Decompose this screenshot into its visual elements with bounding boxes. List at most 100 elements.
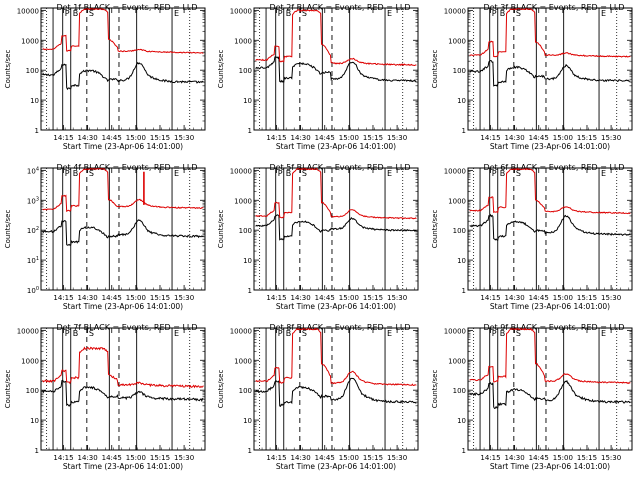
x-tick-label: 15:30 <box>174 294 194 302</box>
interval-letter: S <box>89 329 94 338</box>
plot-frame <box>253 167 419 291</box>
x-tick-label: 14:45 <box>315 134 335 142</box>
interval-letter: E <box>387 9 392 18</box>
lld-series-line <box>469 8 631 58</box>
lld-series-line <box>42 7 204 54</box>
y-tick-label: 100 <box>239 227 252 235</box>
x-tick-label: 14:45 <box>529 134 549 142</box>
x-tick-label: 15:30 <box>387 134 407 142</box>
interval-letter: B <box>286 169 292 178</box>
x-tick-label: 14:45 <box>315 454 335 462</box>
x-tick-label: 15:30 <box>387 294 407 302</box>
y-tick-label: 1 <box>248 447 252 455</box>
y-tick-label: 101 <box>27 256 39 265</box>
x-tick-label: 15:30 <box>601 134 621 142</box>
events-series-line <box>469 59 631 87</box>
x-tick-label: 14:15 <box>266 454 286 462</box>
interval-letter: E <box>601 169 606 178</box>
y-tick-label: 100 <box>26 67 39 75</box>
x-tick-label: 14:30 <box>78 294 98 302</box>
plot-frame <box>253 7 419 131</box>
events-series-line <box>255 55 417 84</box>
x-axis-label: Start Time (23-Apr-06 14:01:00) <box>63 462 183 471</box>
x-tick-label: 14:15 <box>53 294 73 302</box>
x-tick-label: 15:15 <box>363 134 383 142</box>
y-tick-label: 100 <box>453 67 466 75</box>
y-tick-label: 1000 <box>448 357 466 365</box>
x-tick-label: 15:15 <box>577 454 597 462</box>
y-tick-label: 100 <box>239 67 252 75</box>
x-axis-label: Start Time (23-Apr-06 14:01:00) <box>490 462 610 471</box>
x-tick-label: 15:00 <box>553 294 573 302</box>
y-tick-label: 104 <box>27 166 39 175</box>
x-axis-label: Start Time (23-Apr-06 14:01:00) <box>490 142 610 151</box>
y-tick-label: 100 <box>453 227 466 235</box>
interval-letter: P <box>492 169 497 178</box>
x-tick-label: 14:45 <box>529 454 549 462</box>
events-series-line <box>42 61 204 91</box>
y-tick-label: 1000 <box>234 357 252 365</box>
panel-title: Det 4f BLACK = Events, RED = LLD <box>56 163 197 172</box>
y-tick-label: 10000 <box>230 167 252 175</box>
x-tick-label: 14:30 <box>291 454 311 462</box>
interval-letter: P <box>278 9 283 18</box>
y-tick-label: 10000 <box>17 327 39 335</box>
x-tick-label: 15:00 <box>126 134 146 142</box>
x-tick-label: 15:30 <box>174 134 194 142</box>
detector-panel-2: P B S E 1 10 100 1000 10000 14:15 14:30 14:45 15:00 1… <box>213 0 426 160</box>
y-tick-label: 10000 <box>444 167 466 175</box>
panel-chart-9: P B S E 1 10 100 1000 10000 14:15 14:30 14:45 15:00 1… <box>431 323 633 471</box>
y-axis-label: Counts/sec <box>4 210 12 249</box>
detector-panel-7: P B S E 1 10 100 1000 10000 14:15 14:30 14:45 15:00 1… <box>0 320 213 480</box>
x-tick-label: 14:15 <box>480 454 500 462</box>
lld-series-line <box>42 168 204 213</box>
x-tick-label: 14:45 <box>529 294 549 302</box>
events-series-line <box>469 213 631 241</box>
x-tick-label: 14:45 <box>102 294 122 302</box>
plot-frame <box>253 327 419 451</box>
y-tick-label: 1 <box>462 447 466 455</box>
interval-letter: E <box>174 169 179 178</box>
interval-letter: B <box>73 329 79 338</box>
y-tick-label: 10 <box>457 97 466 105</box>
interval-letter: B <box>73 9 79 18</box>
y-axis-label: Counts/sec <box>431 210 439 249</box>
x-tick-label: 15:15 <box>577 294 597 302</box>
y-axis-label: Counts/sec <box>217 370 225 409</box>
y-tick-label: 10 <box>243 97 252 105</box>
x-tick-label: 14:15 <box>480 134 500 142</box>
x-tick-label: 14:30 <box>505 454 525 462</box>
x-tick-label: 14:30 <box>291 134 311 142</box>
interval-letter: S <box>89 169 94 178</box>
y-tick-label: 1000 <box>21 357 39 365</box>
events-series-line <box>255 214 417 241</box>
detector-panel-6: P B S E 1 10 100 1000 10000 14:15 14:30 14:45 15:00 1… <box>427 160 640 320</box>
x-tick-label: 15:15 <box>363 294 383 302</box>
y-axis-label: Counts/sec <box>217 210 225 249</box>
interval-letter: B <box>500 329 506 338</box>
y-axis-label: Counts/sec <box>4 370 12 409</box>
interval-letter: P <box>65 329 70 338</box>
x-tick-label: 15:00 <box>553 454 573 462</box>
y-tick-label: 10 <box>30 97 39 105</box>
y-tick-label: 100 <box>27 286 39 295</box>
interval-letter: E <box>601 329 606 338</box>
x-axis-label: Start Time (23-Apr-06 14:01:00) <box>63 142 183 151</box>
y-tick-label: 102 <box>27 226 39 235</box>
x-tick-label: 15:30 <box>174 454 194 462</box>
interval-letter: B <box>286 329 292 338</box>
y-tick-label: 1 <box>462 287 466 295</box>
events-series-line <box>42 379 204 407</box>
y-tick-label: 1 <box>35 127 39 135</box>
plot-frame <box>40 167 206 291</box>
x-tick-label: 15:15 <box>577 134 597 142</box>
interval-letter: S <box>302 329 307 338</box>
y-tick-label: 100 <box>453 387 466 395</box>
events-series-line <box>469 379 631 409</box>
x-axis-label: Start Time (23-Apr-06 14:01:00) <box>276 142 396 151</box>
detector-panel-8: P B S E 1 10 100 1000 10000 14:15 14:30 14:45 15:00 1… <box>213 320 426 480</box>
interval-letter: E <box>174 9 179 18</box>
y-tick-label: 1000 <box>234 197 252 205</box>
y-tick-label: 10000 <box>444 7 466 15</box>
